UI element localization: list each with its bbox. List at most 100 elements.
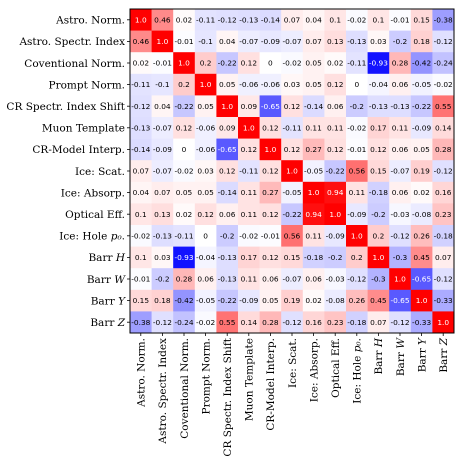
heatmap-cell [238,289,260,312]
cell-value-label: 1.0 [416,296,428,305]
cell-value-label: 0.16 [435,188,452,197]
heatmap-cell [389,203,412,226]
heatmap-cell [410,311,433,334]
heatmap-cell [216,9,239,31]
heatmap-cell [259,52,282,75]
column-label: Astro. Spectr. Index [157,338,169,445]
heatmap-cell [259,203,282,226]
cell-value-label: 0.17 [241,253,258,262]
cell-value-label: 1.0 [221,102,233,111]
heatmap-cell [194,225,217,247]
cell-value-label: 0.11 [349,188,366,197]
cell-value-label: -0.13 [153,231,172,240]
heatmap-cell [367,246,390,269]
heatmap-cell [389,138,412,161]
axis-ticks [127,19,444,336]
cell-value-label: -0.18 [347,318,366,327]
cell-value-label: -0.09 [261,37,280,46]
heatmap-cell [259,30,282,53]
heatmap-cell [324,9,347,31]
heatmap-cell [367,181,390,204]
cell-value-label: -0.07 [153,167,172,176]
cell-value-label: 0.03 [154,253,171,262]
heatmap-cell [346,268,368,291]
cell-value-label: -0.06 [196,123,215,132]
heatmap-cell [238,203,260,226]
heatmap-cell [173,246,196,269]
row-label: Ice: Hole p₀. [59,231,125,243]
heatmap-cell [173,203,196,226]
cell-value-label: 0.56 [349,167,366,176]
heatmap-cell [281,268,304,291]
heatmap-cell [346,9,368,31]
heatmap-cell [238,30,260,53]
heatmap-cell [130,268,152,291]
cell-value-label: 0.18 [413,37,430,46]
cell-value-label: 0.2 [178,80,190,89]
cell-value-label: 1.0 [200,80,212,89]
heatmap-cell [432,289,455,312]
heatmap-cell [173,73,196,96]
heatmap-cell [324,181,347,204]
cell-value-label: 0.19 [413,167,430,176]
cell-value-label: 0.07 [133,167,150,176]
heatmap-cell [346,160,368,183]
heatmap-cell [324,311,347,334]
heatmap-cell [367,311,390,334]
cell-value-label: 0.27 [305,145,322,154]
heatmap-cell [410,289,433,312]
heatmap-cell [367,268,390,291]
heatmap-cell [281,73,304,96]
heatmap-cell [281,95,304,118]
cell-value-label: -0.12 [434,275,453,284]
heatmap-cell [346,289,368,312]
heatmap-cell [281,246,304,269]
heatmap-cell [302,9,325,31]
cell-value-label: 0.05 [305,59,322,68]
heatmap-cell [410,181,433,204]
cell-value-label: 1.0 [394,275,406,284]
heatmap-cell [302,225,325,247]
heatmap-cell [259,9,282,31]
cell-value-label: -0.05 [304,167,323,176]
heatmap-cell [281,289,304,312]
cell-value-label: -0.12 [153,318,172,327]
cell-value-label: 0.09 [219,123,236,132]
cell-value-label: -0.3 [393,253,408,262]
cell-value-label: -0.65 [412,275,431,284]
cell-value-label: -0.2 [371,210,385,219]
heatmap-cell [367,138,390,161]
cell-value-label: -0.12 [131,102,150,111]
heatmap-cell [151,138,174,161]
heatmap-cell [324,52,347,75]
heatmap-cell [367,160,390,183]
heatmap-cell [173,268,196,291]
heatmap-cell [324,73,347,96]
heatmap-cell [389,181,412,204]
heatmap-cell [302,311,325,334]
row-label: Barr Z [90,317,125,329]
heatmap-cell [151,9,174,31]
cell-value-label: -0.11 [196,15,215,24]
cell-value-label: -0.01 [390,15,409,24]
cell-value-label: 0.11 [327,123,344,132]
heatmap-cell [432,30,455,53]
cell-value-label: 0.06 [392,188,409,197]
cell-value-label: 0.12 [370,145,386,154]
heatmap-cell [367,30,390,53]
heatmap-cell [432,160,455,183]
cell-value-label: 1.0 [437,318,449,327]
cell-value-label: -0.93 [174,253,193,262]
heatmap-cell [324,138,347,161]
cell-value-label: 0.12 [241,59,257,68]
cell-value-label: 0.03 [284,80,301,89]
cell-value-label: 0.12 [327,145,343,154]
heatmap-cell [130,246,152,269]
cell-value-label: -0.13 [239,15,258,24]
heatmap-cell [324,225,347,247]
cell-value-label: -0.13 [218,253,237,262]
cell-value-label: -0.01 [261,231,280,240]
cell-value-label: 0.09 [241,102,258,111]
heatmap-cell [432,246,455,269]
cell-value-label: -0.05 [282,188,301,197]
